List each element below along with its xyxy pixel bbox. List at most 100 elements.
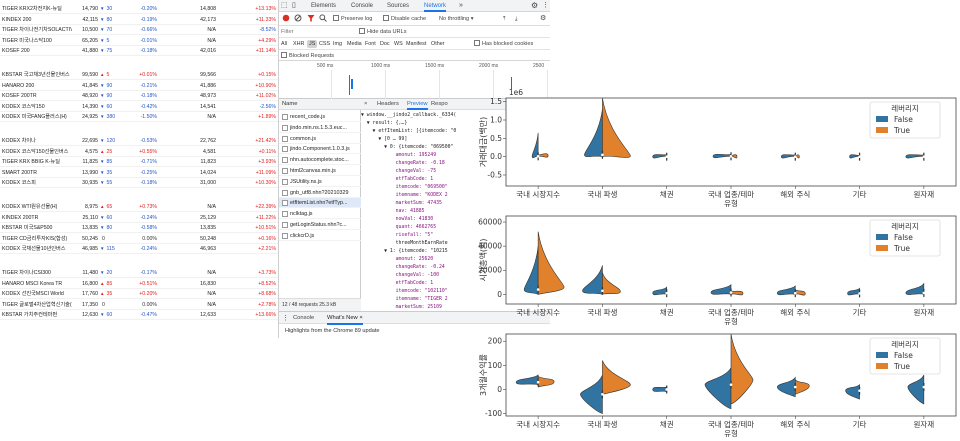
- tab-console[interactable]: Console: [351, 3, 374, 9]
- etf-name[interactable]: SMART 200TR: [2, 169, 37, 176]
- export-har-icon[interactable]: ⤓: [515, 16, 518, 22]
- json-tree-line[interactable]: itemname: "KODEX 2: [361, 193, 448, 198]
- stock-row[interactable]: KODEX 선진국MSCI World 17,760 ▲ 35 +0.20% N/A +8.…: [0, 289, 278, 299]
- type-filter-ws[interactable]: WS: [394, 41, 403, 47]
- etf-name[interactable]: KODEX 미국FANG플러스(H): [2, 114, 67, 120]
- json-tree-line[interactable]: itemcode: "102110": [361, 289, 448, 294]
- filter-input[interactable]: [281, 27, 353, 37]
- json-tree-line[interactable]: nowVal: 41830: [361, 217, 434, 222]
- etf-name[interactable]: KBSTAR 국고채3년선물인버스: [2, 72, 70, 78]
- etf-name[interactable]: KINDEX 200TR: [2, 214, 39, 221]
- etf-name[interactable]: TIGER KRX2차전지K-뉴딜: [2, 6, 62, 12]
- etf-name[interactable]: KODEX WTI원유선물(H): [2, 204, 58, 210]
- stock-row[interactable]: TIGER CD금리투자KIS(합성) 50,245 0 0.00% 50,248 +0.…: [0, 234, 278, 244]
- record-icon[interactable]: [282, 14, 290, 24]
- inspect-icon[interactable]: ⬚: [281, 2, 288, 9]
- blocked-requests-checkbox[interactable]: Blocked Requests: [281, 51, 334, 61]
- drawer-tab-console[interactable]: Console: [293, 315, 315, 321]
- json-tree-line[interactable]: ▼ result: {,…}: [361, 121, 408, 126]
- stock-row[interactable]: KODEX 코스닥150 14,390 ▼ 60 -0.42% 14,541 -2.56%: [0, 102, 278, 112]
- drawer-tab-whats-new[interactable]: What's New ×: [327, 312, 363, 325]
- stock-row[interactable]: KODEX 미국FANG플러스(H) 24,925 ▼ 380 -1.50% N/A +1.…: [0, 112, 278, 122]
- request-row[interactable]: clickcrD.js: [279, 231, 361, 241]
- request-row[interactable]: jindo.min.ns.1.5.3.euc...: [279, 123, 361, 133]
- request-row[interactable]: gnb_utf8.nhn?20210329: [279, 188, 361, 198]
- drawer-menu-icon[interactable]: ⋮: [282, 315, 289, 322]
- type-filter-doc[interactable]: Doc: [380, 41, 390, 47]
- json-tree-line[interactable]: changeVal: -100: [361, 273, 439, 278]
- more-options-icon[interactable]: ⋮: [542, 2, 549, 9]
- etf-name[interactable]: KBSTAR 가치주컨테마펀: [2, 312, 58, 318]
- tab-elements[interactable]: Elements: [311, 3, 337, 9]
- import-har-icon[interactable]: ⤒: [503, 16, 506, 22]
- json-tree-line[interactable]: ▼ [0 … 99]: [361, 137, 408, 142]
- stock-row[interactable]: HANARO 200 41,845 ▼ 90 -0.21% 41,886 +10.90%: [0, 81, 278, 91]
- has-blocked-cookies-checkbox[interactable]: Has blocked cookies: [474, 39, 533, 49]
- json-tree-line[interactable]: itemcode: "069500": [361, 185, 448, 190]
- type-filter-img[interactable]: Img: [333, 41, 342, 47]
- stock-row[interactable]: KINDEX 200TR 25,110 ▼ 60 -0.24% 25,129 +11.22%: [0, 213, 278, 223]
- etf-name[interactable]: KODEX 선진국MSCI World: [2, 291, 64, 297]
- stock-row[interactable]: TIGER 미국나스닥100 65,205 ▼ 5 -0.01% N/A +4.29%: [0, 36, 278, 46]
- json-tree-line[interactable]: changeRate: -0.24: [361, 265, 445, 270]
- json-tree-line[interactable]: amonut: 25620: [361, 257, 434, 262]
- json-tree-line[interactable]: ▼ window.__jindo2_callback._6334(: [361, 113, 457, 118]
- request-row[interactable]: etfItemList.nhn?etfTyp...: [279, 198, 361, 209]
- json-tree-line[interactable]: ▼ 0: {itemcode: "069500": [361, 145, 454, 150]
- stock-row[interactable]: KODEX 국채선물10년인버스 46,985 ▼ 115 -0.24% 46,963 +2…: [0, 244, 278, 254]
- request-row[interactable]: recent_code.js: [279, 112, 361, 122]
- etf-name[interactable]: KODEX 차이나: [2, 138, 36, 144]
- tab-sources[interactable]: Sources: [387, 3, 410, 9]
- etf-name[interactable]: KINDEX 200: [2, 16, 32, 23]
- etf-name[interactable]: KOSEF 200TR: [2, 93, 37, 99]
- type-filter-font[interactable]: Font: [365, 41, 376, 47]
- etf-name[interactable]: TIGER 차이나전기차SOLACTIVE: [2, 27, 72, 33]
- etf-name[interactable]: TIGER 글로벌4차산업혁신기술(합): [2, 301, 72, 308]
- json-tree-line[interactable]: etfTabCode: 1: [361, 177, 434, 182]
- etf-name[interactable]: KODEX 국채선물10년인버스: [2, 246, 66, 252]
- etf-name[interactable]: HANARO MSCI Korea TR: [2, 280, 63, 287]
- network-settings-gear-icon[interactable]: ⚙: [540, 15, 547, 22]
- stock-row[interactable]: KBSTAR 미국S&P500 13,835 ▼ 80 -0.58% 13,835 +10.…: [0, 223, 278, 233]
- hide-data-urls-checkbox[interactable]: Hide data URLs: [359, 27, 407, 37]
- stock-row[interactable]: TIGER 글로벌4차산업혁신기술(합) 17,350 0 0.00% N/A +2.78…: [0, 300, 278, 310]
- stock-row[interactable]: KODEX WTI원유선물(H) 8,975 ▲ 65 +0.73% N/A +22.39%: [0, 202, 278, 212]
- response-tab-headers[interactable]: Headers: [377, 101, 399, 107]
- json-tree-line[interactable]: nav: 41885: [361, 209, 425, 214]
- stock-row[interactable]: TIGER 차이나전기차SOLACTIVE 10,500 ▼ 70 -0.66% N/A -…: [0, 25, 278, 35]
- stock-row[interactable]: KODEX 코스피 30,935 ▼ 55 -0.18% 31,000 +10.30%: [0, 178, 278, 188]
- close-preview-icon[interactable]: ×: [364, 101, 368, 107]
- search-icon[interactable]: [319, 14, 327, 24]
- filter-funnel-icon[interactable]: [307, 14, 315, 24]
- settings-gear-icon[interactable]: ⚙: [531, 1, 539, 10]
- json-tree-line[interactable]: threeMonthEarnRate: [361, 241, 448, 246]
- etf-name[interactable]: KOSEF 200: [2, 48, 30, 54]
- request-row[interactable]: JSUtility.ns.js: [279, 177, 361, 187]
- more-tabs-icon[interactable]: »: [459, 2, 463, 9]
- json-tree-line[interactable]: changeVal: -75: [361, 169, 437, 174]
- type-filter-js[interactable]: JS: [307, 40, 318, 48]
- clear-icon[interactable]: [294, 14, 302, 24]
- request-row[interactable]: html2canvas.min.js: [279, 166, 361, 176]
- json-tree-line[interactable]: ▼ 1: {itemcode: "10215: [361, 249, 448, 254]
- json-tree-line[interactable]: quant: 4662765: [361, 225, 437, 230]
- etf-name[interactable]: KODEX 코스닥150선물인버스: [2, 148, 69, 155]
- json-tree-line[interactable]: marketSum: 47435: [361, 201, 442, 206]
- stock-row[interactable]: TIGER KRX BBIG K-뉴딜 11,825 ▼ 85 -0.71% 11,823…: [0, 157, 278, 167]
- throttling-select[interactable]: No throttling ▾: [439, 14, 474, 24]
- type-filter-xhr[interactable]: XHR: [293, 41, 305, 47]
- request-row[interactable]: common.js: [279, 134, 361, 144]
- response-tab-respo[interactable]: Respo: [431, 101, 448, 107]
- etf-name[interactable]: KODEX 코스닥150: [2, 103, 45, 110]
- etf-name[interactable]: HANARO 200: [2, 82, 35, 89]
- preserve-log-checkbox[interactable]: Preserve log: [333, 14, 372, 24]
- stock-row[interactable]: KOSEF 200TR 48,920 ▼ 90 -0.18% 48,973 +11.02%: [0, 91, 278, 101]
- json-tree-line[interactable]: changeRate: -0.18: [361, 161, 445, 166]
- stock-row[interactable]: KODEX 코스닥150선물인버스 4,575 ▲ 25 +0.55% 4,581 +0.1…: [0, 147, 278, 157]
- request-row[interactable]: getLoginStatus.nhn?c...: [279, 220, 361, 230]
- disable-cache-checkbox[interactable]: Disable cache: [383, 14, 426, 24]
- type-filter-manifest[interactable]: Manifest: [406, 41, 427, 47]
- type-filter-css[interactable]: CSS: [319, 41, 331, 47]
- device-toolbar-icon[interactable]: ▯: [292, 2, 296, 9]
- etf-name[interactable]: KODEX 코스피: [2, 180, 36, 186]
